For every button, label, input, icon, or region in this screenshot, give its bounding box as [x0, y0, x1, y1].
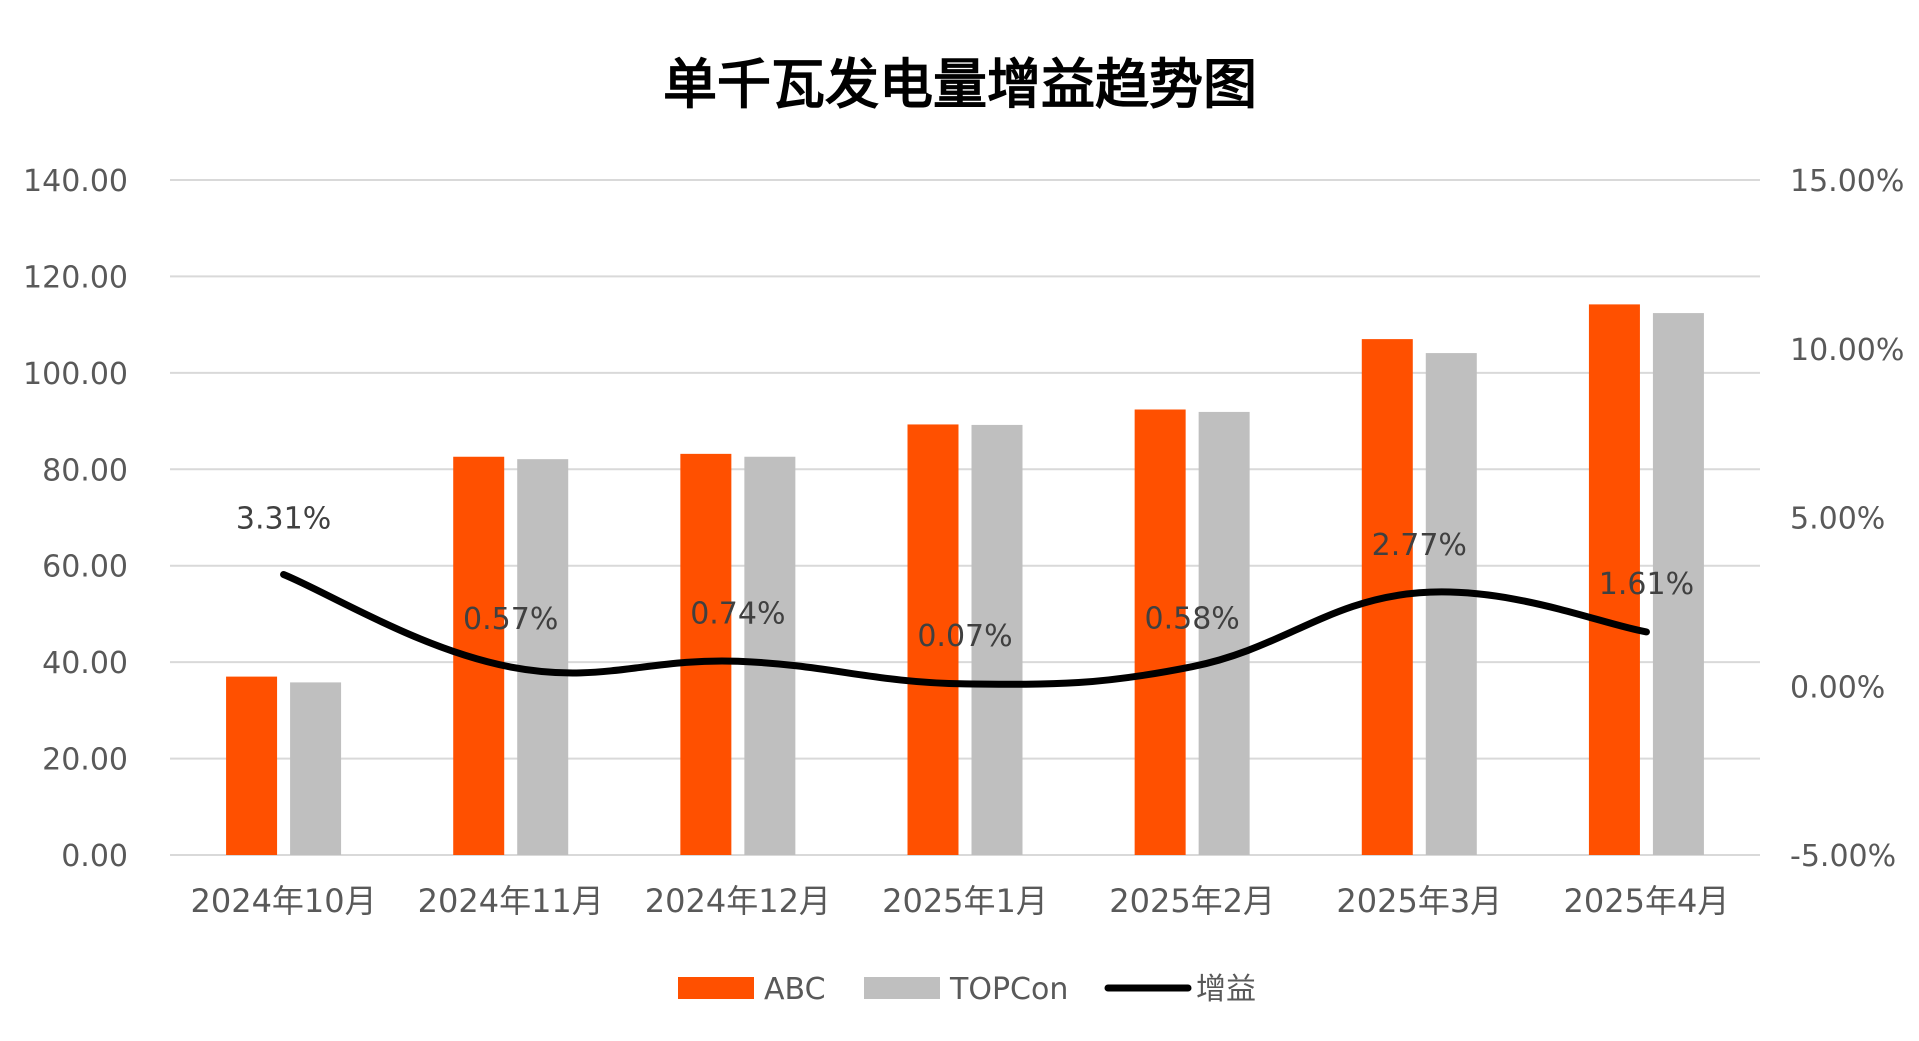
legend-swatch	[678, 977, 754, 999]
bars	[226, 304, 1704, 856]
bar-topcon	[971, 424, 1023, 855]
left-tick-label: 20.00	[42, 743, 128, 778]
right-tick-label: 10.00%	[1790, 333, 1904, 368]
bar-topcon	[1198, 411, 1250, 855]
category-label: 2024年10月	[190, 882, 376, 920]
category-label: 2025年4月	[1564, 882, 1730, 920]
data-label: 3.31%	[236, 502, 331, 537]
category-label: 2025年2月	[1109, 882, 1275, 920]
left-tick-label: 140.00	[23, 164, 128, 199]
left-tick-label: 80.00	[42, 453, 128, 488]
legend-label: TOPCon	[949, 972, 1068, 1007]
bar-topcon	[744, 456, 796, 855]
legend-label: ABC	[764, 972, 826, 1007]
bar-abc	[1134, 409, 1186, 855]
bar-topcon	[1652, 313, 1704, 856]
gain-line	[280, 571, 1650, 688]
data-label: 0.74%	[690, 596, 785, 631]
left-tick-label: 100.00	[23, 357, 128, 392]
left-tick-label: 60.00	[42, 550, 128, 585]
left-tick-label: 0.00	[61, 839, 128, 874]
category-label: 2024年11月	[418, 882, 604, 920]
left-axis: 0.00 20.00 40.00 60.00 80.00 100.00 120.00 140.…	[23, 164, 128, 874]
gridlines	[170, 179, 1760, 856]
bar-topcon	[290, 682, 342, 855]
right-tick-label: 15.00%	[1790, 164, 1904, 199]
data-label: 0.07%	[917, 619, 1012, 654]
right-tick-label: -5.00%	[1790, 839, 1896, 874]
category-axis: 2024年10月 2024年11月 2024年12月 2025年1月 2025年2月 20…	[190, 882, 1729, 920]
chart-title: 单千瓦发电量增益趋势图	[663, 53, 1257, 116]
data-label: 2.77%	[1372, 528, 1467, 563]
legend-swatch	[864, 977, 940, 999]
left-tick-label: 120.00	[23, 260, 128, 295]
right-tick-label: 5.00%	[1790, 502, 1885, 537]
left-tick-label: 40.00	[42, 646, 128, 681]
data-label: 0.58%	[1144, 602, 1239, 637]
right-axis: -5.00% 0.00% 5.00% 10.00% 15.00%	[1790, 164, 1904, 874]
data-label: 1.61%	[1599, 567, 1694, 602]
category-label: 2024年12月	[645, 882, 831, 920]
legend-item-增益[interactable]: 增益	[1104, 972, 1256, 1007]
legend-item-topcon[interactable]: TOPCon	[864, 972, 1068, 1007]
bar-topcon	[517, 459, 569, 855]
bar-topcon	[1425, 353, 1477, 855]
legend-item-abc[interactable]: ABC	[678, 972, 826, 1007]
bar-abc	[680, 453, 732, 855]
bar-abc	[907, 424, 959, 855]
right-tick-label: 0.00%	[1790, 670, 1885, 705]
gain-line-layer	[280, 571, 1650, 688]
data-label: 0.57%	[463, 602, 558, 637]
data-labels: 3.31% 0.57% 0.74% 0.07% 0.58% 2.77% 1.61%	[236, 502, 1694, 654]
category-label: 2025年1月	[882, 882, 1048, 920]
bar-abc	[226, 676, 278, 855]
legend-label: 增益	[1196, 972, 1256, 1007]
legend[interactable]: ABC TOPCon 增益	[678, 972, 1256, 1007]
bar-abc	[1588, 304, 1640, 856]
category-label: 2025年3月	[1336, 882, 1502, 920]
